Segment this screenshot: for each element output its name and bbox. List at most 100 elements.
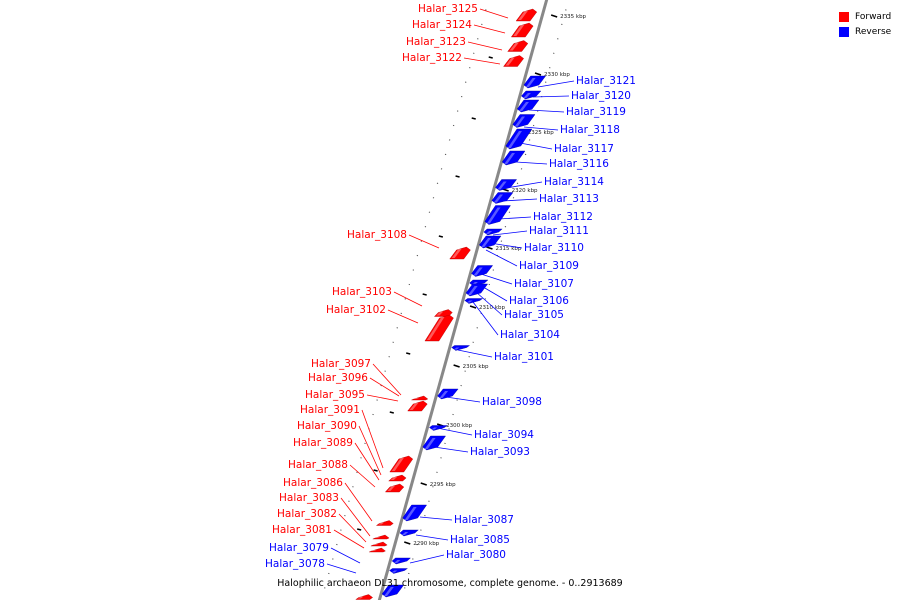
reverse-gene-block (389, 568, 408, 574)
gene-label: Halar_3105 (504, 309, 564, 321)
gene-label: Halar_3104 (500, 329, 560, 341)
gene-label: Halar_3091 (300, 404, 360, 416)
minor-tick (455, 175, 460, 178)
gene-block-highlight (497, 181, 507, 190)
minor-tick (438, 235, 444, 238)
scale-tick-label: 2305 kbp (463, 364, 489, 370)
reverse-gene-block (464, 298, 484, 304)
gene-leader-line (366, 394, 399, 402)
gene-block-highlight (394, 560, 401, 563)
gene-block-highlight (473, 267, 483, 276)
gene-leader-line (498, 216, 532, 220)
gene-label: Halar_3119 (566, 106, 626, 118)
gene-leader-line (419, 516, 453, 521)
gene-leader-line (372, 363, 402, 396)
gene-block-highlight (507, 131, 522, 148)
gene-block-highlight (467, 286, 478, 295)
gene-block-highlight (518, 11, 528, 20)
forward-gene-block (355, 594, 373, 600)
scale-tick-label: 2330 kbp (544, 72, 570, 78)
gene-block-highlight (371, 550, 377, 551)
gene-block-highlight (409, 403, 419, 410)
reverse-gene-block (422, 435, 446, 451)
forward-gene-block (515, 8, 538, 22)
reverse-gene-block (465, 283, 489, 297)
gene-leader-line (537, 80, 575, 88)
gene-block-highlight (424, 438, 436, 449)
gene-label: Halar_3082 (277, 508, 337, 520)
forward-gene-block (388, 474, 407, 482)
gene-block-highlight (390, 477, 398, 480)
gene-leader-line (349, 464, 376, 488)
reverse-gene-block (512, 114, 536, 128)
gene-block-highlight (486, 207, 501, 224)
gene-label: Halar_3090 (297, 420, 357, 432)
gene-block-highlight (384, 587, 394, 596)
gene-leader-line (492, 230, 528, 236)
gene-leader-line (473, 24, 506, 34)
gene-leader-line (489, 242, 523, 249)
gene-leader-line (369, 377, 400, 397)
gene-label: Halar_3094 (474, 429, 534, 441)
gene-leader-line (472, 301, 499, 336)
gene-label: Halar_3087 (454, 514, 514, 526)
legend-swatch-reverse (839, 26, 849, 37)
gene-block-highlight (357, 596, 364, 599)
gene-leader-line (515, 161, 548, 165)
gene-leader-line (340, 497, 371, 537)
gene-leader-line (475, 291, 503, 316)
gene-block-highlight (372, 544, 379, 545)
reverse-gene-block (483, 228, 503, 236)
gene-block-highlight (514, 116, 526, 127)
scale-tick (420, 482, 427, 486)
gene-block-highlight (523, 93, 531, 98)
legend-swatch-forward (839, 11, 849, 22)
minor-tick (373, 469, 378, 472)
gene-block-highlight (525, 78, 536, 87)
scale-tick (550, 14, 558, 18)
gene-leader-line (361, 409, 384, 469)
scale-tick-label: 2300 kbp (446, 423, 472, 429)
gene-label: Halar_3118 (560, 124, 620, 136)
scale-tick (534, 72, 542, 76)
gene-leader-line (358, 425, 382, 476)
gene-label: Halar_3106 (509, 295, 569, 307)
gene-label: Halar_3121 (576, 75, 636, 87)
scale-tick (486, 246, 493, 250)
gene-leader-line (502, 198, 538, 202)
gene-label: Halar_3124 (412, 19, 472, 31)
gene-leader-line (523, 126, 559, 131)
scale-tick-label: 2310 kbp (479, 305, 505, 311)
gene-block-highlight (431, 427, 438, 430)
reverse-gene-block (491, 192, 514, 204)
gene-leader-line (326, 563, 357, 574)
gene-block-highlight (481, 238, 492, 247)
gene-label: Halar_3120 (571, 90, 631, 102)
gene-leader-line (505, 181, 543, 189)
gene-label: Halar_3081 (272, 524, 332, 536)
reverse-gene-block (479, 235, 502, 249)
gene-label: Halar_3095 (305, 389, 365, 401)
gene-label: Halar_3111 (529, 225, 589, 237)
scale-tick (469, 305, 477, 309)
gene-label: Halar_3079 (269, 542, 329, 554)
gene-leader-line (409, 554, 445, 564)
chromosome-backbone (377, 0, 549, 600)
gene-label: Halar_3093 (470, 446, 530, 458)
gene-block-highlight (436, 311, 444, 316)
gene-leader-line (479, 8, 509, 19)
gene-label: Halar_3086 (283, 477, 343, 489)
gene-leader-line (467, 41, 503, 51)
forward-gene-block (503, 55, 524, 67)
gene-leader-line (344, 482, 373, 522)
gene-block-highlight (519, 102, 529, 111)
gene-label: Halar_3125 (418, 3, 478, 15)
gene-block-highlight (451, 249, 462, 258)
reverse-gene-block (516, 99, 540, 113)
gene-label: Halar_3088 (288, 459, 348, 471)
scale-tick-label: 2290 kbp (413, 541, 439, 547)
reverse-gene-block (451, 345, 471, 351)
reverse-gene-block (471, 265, 494, 277)
scale-tick-label: 2315 kbp (495, 246, 521, 252)
